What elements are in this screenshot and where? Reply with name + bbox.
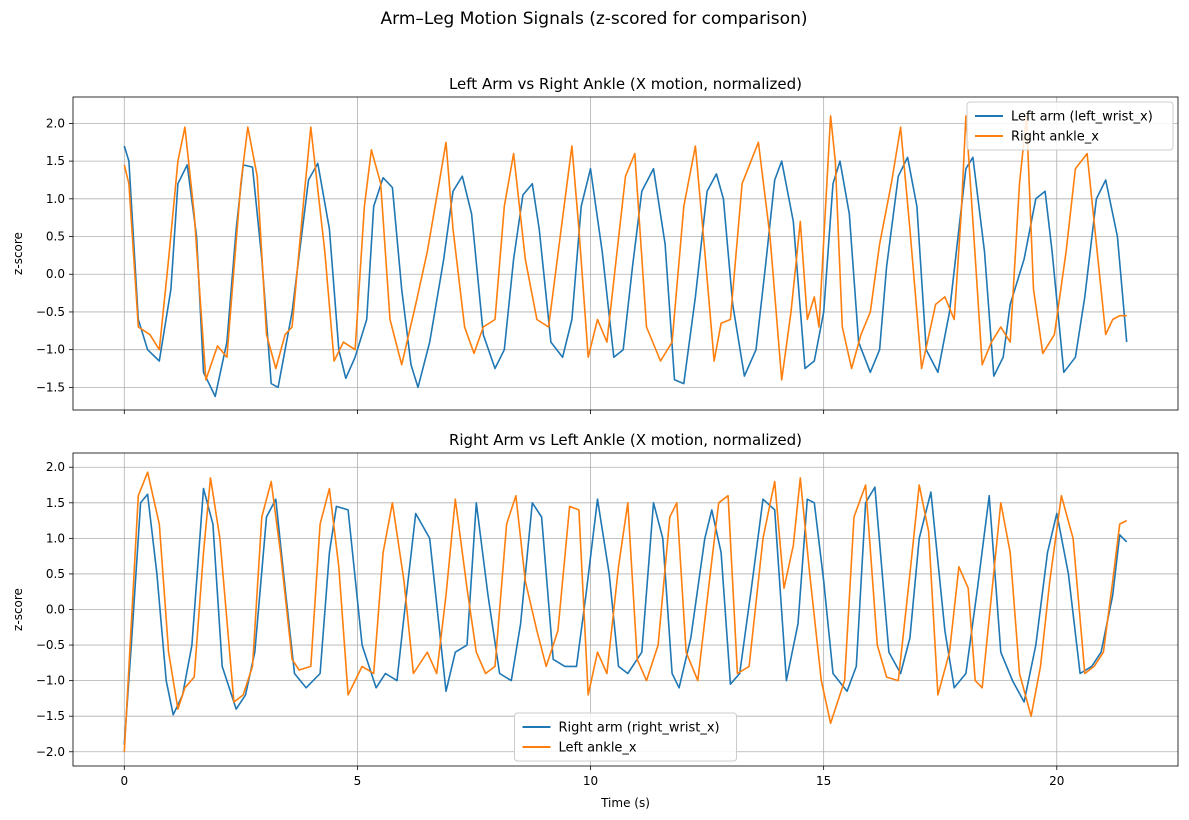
y-tick-label: 2.0	[46, 116, 65, 130]
y-tick-label: 1.0	[46, 192, 65, 206]
y-axis-label: z-score	[11, 232, 25, 275]
x-tick-label: 0	[120, 774, 128, 788]
y-tick-label: 0.0	[46, 603, 65, 617]
legend: Right arm (right_wrist_x) Left ankle_x	[514, 712, 737, 762]
x-tick-label: 20	[1049, 774, 1064, 788]
y-tick-label: −1.5	[36, 380, 65, 394]
series-line-0	[123, 486, 1128, 745]
y-tick-label: 1.5	[46, 154, 65, 168]
y-tick-label: 1.0	[46, 531, 65, 545]
y-tick-label: −1.0	[36, 674, 65, 688]
y-tick-label: 0.0	[46, 267, 65, 281]
x-tick-label: 10	[583, 774, 598, 788]
y-tick-label: 1.5	[46, 496, 65, 510]
legend-label: Left arm (left_wrist_x)	[1011, 110, 1153, 125]
legend: Left arm (left_wrist_x) Right ankle_x	[966, 101, 1174, 151]
legend-label: Right ankle_x	[1011, 130, 1099, 145]
series-line-0	[123, 145, 1128, 398]
subplot-title: Right Arm vs Left Ankle (X motion, norma…	[449, 431, 802, 449]
axes-frame	[72, 96, 1179, 411]
series-line-1	[123, 471, 1128, 752]
x-axis-label: Time (s)	[600, 796, 650, 810]
series-line-1	[123, 115, 1127, 381]
figure-title: Arm–Leg Motion Signals (z-scored for com…	[381, 9, 808, 29]
subplot-title: Left Arm vs Right Ankle (X motion, norma…	[449, 75, 802, 93]
legend-box	[966, 101, 1174, 151]
y-tick-label: −0.5	[36, 305, 65, 319]
x-tick-label: 15	[816, 774, 831, 788]
y-tick-label: 0.5	[46, 230, 65, 244]
y-axis-label: z-score	[11, 588, 25, 631]
legend-box	[514, 712, 737, 762]
y-tick-label: 2.0	[46, 460, 65, 474]
y-tick-label: 0.5	[46, 567, 65, 581]
y-tick-label: −2.0	[36, 745, 65, 759]
legend-label: Right arm (right_wrist_x)	[559, 721, 720, 736]
y-tick-label: −1.5	[36, 709, 65, 723]
subplot-left-arm-right-ankle: −1.5 −1.0 −0.5 0.0 0.5 1.0 1.5 2.0 Left Arm vs R…	[11, 75, 1179, 414]
y-tick-label: −0.5	[36, 638, 65, 652]
subplot-right-arm-left-ankle: 0 5 10 15 20 −2.0 −1.5 −1.0 −0.5 0.0 0.5 1.0 1.5 2.0 R…	[11, 431, 1179, 810]
legend-label: Left ankle_x	[559, 741, 637, 756]
x-tick-label: 5	[354, 774, 362, 788]
y-tick-label: −1.0	[36, 343, 65, 357]
